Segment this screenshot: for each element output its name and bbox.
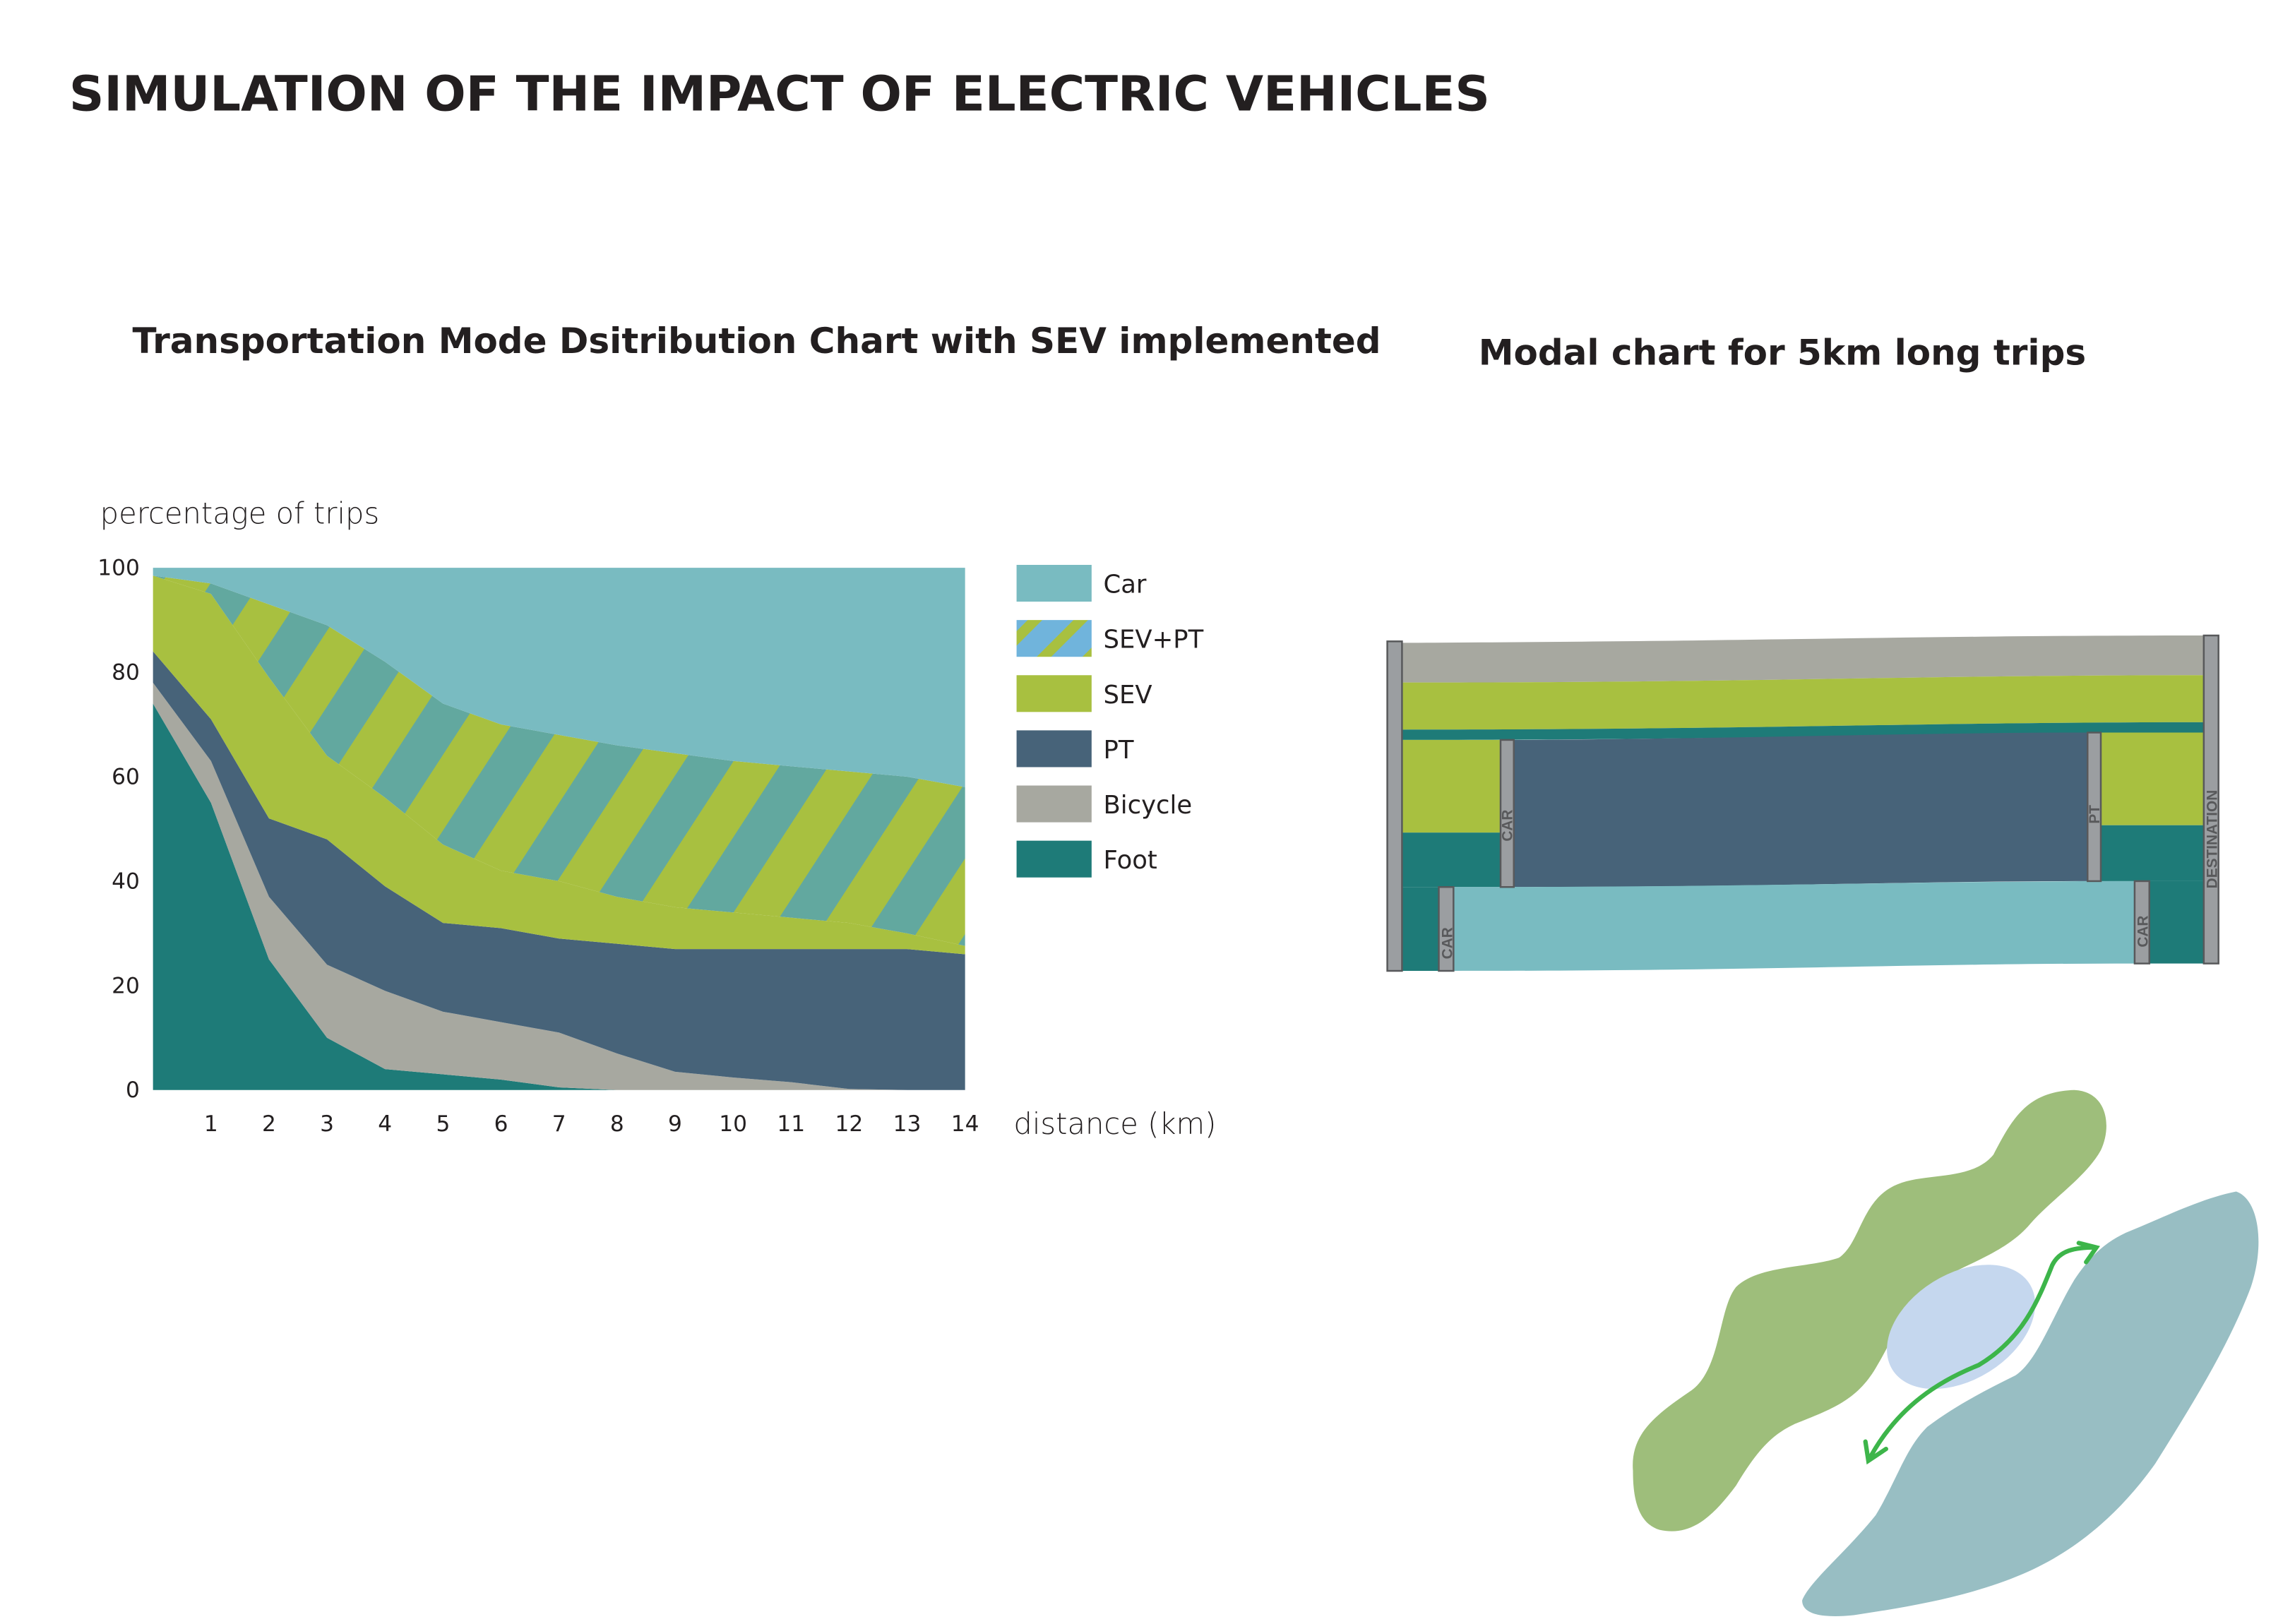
legend-swatch: [1016, 565, 1092, 602]
car-node-2-label: CAR: [1439, 927, 1455, 959]
green-area-shape: [1633, 1089, 2106, 1532]
flow-bicycle: [1402, 635, 2204, 683]
x-tick-label: 10: [719, 1111, 747, 1137]
y-ticks: 0 20 40 60 80 100: [97, 556, 140, 1104]
car-node-3-label: CAR: [2135, 916, 2152, 948]
page-title: SIMULATION OF THE IMPACT OF ELECTRIC VEH…: [69, 66, 1490, 122]
segment-sev-end: [2101, 732, 2204, 825]
light-blue-area-shape: [1887, 1265, 2036, 1390]
destination-node: [2202, 634, 2219, 965]
car-node-3: [2133, 880, 2150, 965]
x-tick-label: 4: [378, 1111, 392, 1137]
y-tick-label: 100: [97, 556, 140, 581]
x-tick-label: 1: [204, 1111, 218, 1137]
x-tick-label: 6: [494, 1111, 508, 1137]
y-tick-label: 60: [112, 764, 140, 789]
area-sevpt: [153, 575, 965, 946]
x-axis-label: distance (km): [1013, 1106, 1216, 1141]
x-tick-label: 13: [893, 1111, 922, 1137]
area-chart: [153, 568, 965, 1090]
origin-node: [1386, 640, 1403, 972]
y-tick-label: 20: [112, 973, 140, 998]
x-tick-label: 12: [835, 1111, 864, 1137]
car-node-1-label: CAR: [1500, 810, 1516, 842]
legend-item-pt: PT: [1016, 730, 1134, 768]
x-tick-label: 5: [436, 1111, 450, 1137]
chart-title: Transportation Mode Dsitribution Chart w…: [133, 321, 1381, 362]
legend-swatch: [1016, 785, 1092, 823]
segment-foot-bottom-start: [1402, 887, 1439, 971]
x-tick-label: 8: [610, 1111, 624, 1137]
flow-foot: [1402, 722, 2204, 740]
flow-sev: [1402, 675, 2204, 730]
legend-swatch: [1016, 675, 1092, 712]
y-axis-label: percentage of trips: [100, 496, 380, 531]
legend-label: SEV: [1104, 681, 1152, 710]
blue-area-shape: [1802, 1191, 2259, 1616]
modal-chart-title: Modal chart for 5km long trips: [1479, 333, 2086, 374]
destination-node-label: DESTINATION: [2205, 790, 2221, 889]
area-bicycle: [153, 682, 965, 1090]
x-ticks: 1 2 3 4 5 6 7 8 9 10 11 12 13 14: [204, 1111, 979, 1137]
segment-sev-start: [1402, 739, 1501, 833]
pt-node: [2087, 732, 2102, 883]
x-tick-label: 9: [668, 1111, 682, 1137]
legend-label: PT: [1104, 736, 1134, 765]
legend-label: Bicycle: [1104, 791, 1193, 820]
segment-foot-end: [2101, 825, 2204, 881]
legend-item-car: Car: [1016, 565, 1147, 602]
legend-label: Car: [1104, 571, 1147, 599]
area-foot: [153, 703, 965, 1090]
double-arrow-icon: [1863, 1241, 2100, 1465]
x-tick-label: 7: [552, 1111, 566, 1137]
x-tick-label: 2: [262, 1111, 276, 1137]
y-tick-label: 0: [126, 1077, 140, 1103]
area-pt: [153, 651, 965, 1090]
x-tick-label: 11: [777, 1111, 805, 1137]
legend-item-sevpt: SEV+PT: [1016, 620, 1204, 657]
pt-node-label: PT: [2087, 805, 2103, 824]
x-tick-label: 3: [320, 1111, 334, 1137]
legend-item-foot: Foot: [1016, 840, 1157, 878]
area-sev: [153, 575, 965, 955]
legend-swatch: [1016, 620, 1092, 657]
area-car: [153, 568, 965, 787]
legend: Car SEV+PT SEV PT Bicycle Foot: [1016, 565, 1204, 878]
legend-label: Foot: [1104, 846, 1157, 875]
flow-car: [1453, 880, 2135, 971]
legend-swatch: [1016, 840, 1092, 878]
map-illustration: [1633, 1089, 2259, 1616]
car-node-2: [1438, 886, 1455, 972]
x-tick-label: 14: [951, 1111, 979, 1137]
y-tick-label: 80: [112, 660, 140, 686]
segment-foot-start: [1402, 832, 1501, 888]
legend-item-sev: SEV: [1016, 675, 1152, 712]
legend-label: SEV+PT: [1104, 626, 1204, 655]
car-node-1: [1499, 739, 1515, 888]
y-tick-label: 40: [112, 868, 140, 894]
segment-foot-bottom-end: [2149, 880, 2204, 964]
modal-chart: CAR PT CAR CAR DESTINATION: [1386, 634, 2221, 972]
flow-pt: [1513, 732, 2088, 888]
legend-swatch: [1016, 730, 1092, 768]
legend-item-bicycle: Bicycle: [1016, 785, 1193, 823]
